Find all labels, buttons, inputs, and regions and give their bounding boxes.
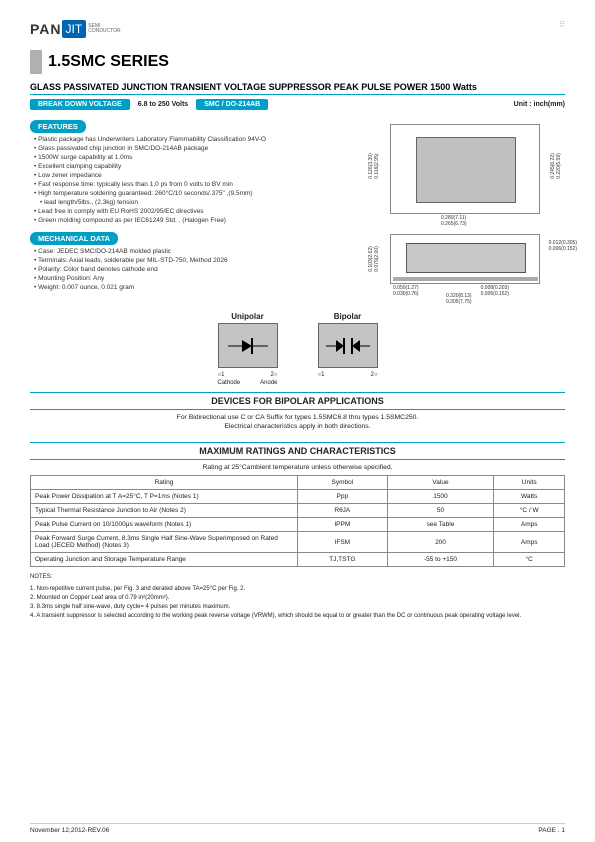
- diode-unipolar-icon: [228, 336, 268, 356]
- breakdown-label: BREAK DOWN VOLTAGE: [30, 99, 130, 110]
- table-cell: Peak Pulse Current on 10/1000μs waveform…: [31, 518, 298, 532]
- note-item: 1. Non-repetitive current pulse, per Fig…: [30, 585, 565, 594]
- breakdown-value: 6.8 to 250 Volts: [138, 101, 188, 108]
- logo-brand: PAN: [30, 21, 62, 37]
- mechanical-heading: MECHANICAL DATA: [30, 232, 118, 245]
- table-cell: IPPM: [298, 518, 388, 532]
- pin-1: ○1: [318, 372, 325, 378]
- dim-height: 0.103(2.62)0.079(2.00): [368, 246, 380, 272]
- ratings-sub: Rating at 25°Cambient temperature unless…: [30, 464, 565, 471]
- pin-1: ○1: [218, 372, 225, 378]
- table-cell: 200: [387, 532, 494, 553]
- mechanical-item: Polarity: Color band denotes cathode end: [34, 266, 355, 273]
- table-cell: Peak Power Dissipation at T A=25°C, T P=…: [31, 490, 298, 504]
- pin-2: 2○: [371, 372, 378, 378]
- table-cell: Peak Forward Surge Current, 8.3ms Single…: [31, 532, 298, 553]
- diode-bipolar-icon: [326, 336, 370, 356]
- dim-left: 0.126(3.30)0.116(2.95): [368, 153, 380, 179]
- table-row: Typical Thermal Resistance Junction to A…: [31, 504, 565, 518]
- table-cell: Ppp: [298, 490, 388, 504]
- subtitle: GLASS PASSIVATED JUNCTION TRANSIENT VOLT…: [30, 82, 565, 95]
- features-heading: FEATURES: [30, 120, 86, 133]
- col-value: Value: [387, 476, 494, 490]
- bipolar-text1: For Bidirectional use C or CA Suffix for…: [30, 414, 565, 421]
- col-symbol: Symbol: [298, 476, 388, 490]
- col-rating: Rating: [31, 476, 298, 490]
- mechanical-list: Case: JEDEC SMC/DO-214AB molded plastic …: [30, 248, 355, 291]
- feature-item: Low zener impedance: [34, 172, 355, 179]
- note-item: 4. A transient suppressor is selected ac…: [30, 612, 565, 621]
- note-item: 3. 8.3ms single half sine-wave, duty cyc…: [30, 603, 565, 612]
- mechanical-item: Terminals: Axial leads, solderable per M…: [34, 257, 355, 264]
- title-block-icon: [30, 50, 42, 74]
- package-label: SMC / DO-214AB: [196, 99, 268, 110]
- ratings-table: Rating Symbol Value Units Peak Power Dis…: [30, 475, 565, 567]
- bipolar-heading: DEVICES FOR BIPOLAR APPLICATIONS: [30, 392, 565, 410]
- note-item: 2. Mounted on Copper Leaf area of 0.79 i…: [30, 594, 565, 603]
- table-cell: RθJA: [298, 504, 388, 518]
- table-row: Peak Pulse Current on 10/1000μs waveform…: [31, 518, 565, 532]
- ratings-heading: MAXIMUM RATINGS AND CHARACTERISTICS: [30, 442, 565, 460]
- notes-label: NOTES:: [30, 573, 565, 582]
- package-top-view: 0.126(3.30)0.116(2.95) 0.245(6.22)0.220(…: [390, 124, 540, 214]
- tag-row: BREAK DOWN VOLTAGE 6.8 to 250 Volts SMC …: [30, 99, 565, 110]
- title-bar: 1.5SMC SERIES: [30, 50, 565, 74]
- table-row: Peak Forward Surge Current, 8.3ms Single…: [31, 532, 565, 553]
- dim-lead-off: 0.008(0.203)0.006(0.152): [481, 285, 509, 297]
- feature-item: Lead free in comply with EU RoHS 2002/95…: [34, 208, 355, 215]
- feature-item: Green molding compound as per IEC61249 S…: [34, 217, 355, 224]
- table-cell: IFSM: [298, 532, 388, 553]
- logo-subtitle: SEMI CONDUCTOR: [88, 24, 120, 35]
- feature-item: 1500W surge capability at 1.0ms: [34, 154, 355, 161]
- package-side-view: 0.103(2.62)0.079(2.00) 0.012(0.305)0.006…: [390, 234, 540, 284]
- dim-right: 0.245(6.22)0.220(5.59): [550, 153, 562, 179]
- table-cell: Watts: [494, 490, 565, 504]
- dim-bottom: 0.280(7.11)0.265(6.73): [441, 215, 467, 227]
- table-row: Operating Junction and Storage Temperatu…: [31, 553, 565, 567]
- mechanical-item: Mounting Position: Any: [34, 275, 355, 282]
- notes-section: NOTES: 1. Non-repetitive current pulse, …: [30, 573, 565, 621]
- mechanical-item: Case: JEDEC SMC/DO-214AB molded plastic: [34, 248, 355, 255]
- symbol-row: Unipolar ○1 2○ Cathode Anode Bipolar: [30, 312, 565, 386]
- bipolar-text2: Electrical characteristics apply in both…: [30, 423, 565, 430]
- table-cell: 50: [387, 504, 494, 518]
- table-cell: Amps: [494, 518, 565, 532]
- logo: PAN JIT SEMI CONDUCTOR: [30, 20, 565, 38]
- cathode-label: Cathode: [218, 380, 241, 386]
- bipolar-symbol: Bipolar ○1 2○: [318, 312, 378, 386]
- unit-label: Unit : inch(mm): [514, 101, 565, 108]
- dim-overall: 0.320(8.13)0.305(7.75): [446, 293, 472, 305]
- footer: November 12,2012-REV.06 PAGE . 1: [30, 823, 565, 834]
- feature-item: lead length/5lbs., (2.3kg) tension: [40, 199, 355, 206]
- table-cell: TJ,TSTG: [298, 553, 388, 567]
- table-cell: -55 to +150: [387, 553, 494, 567]
- mechanical-item: Weight: 0.007 ounce, 0.021 gram: [34, 284, 355, 291]
- features-list: Plastic package has Underwriters Laborat…: [30, 136, 355, 224]
- footer-date: November 12,2012-REV.06: [30, 827, 109, 834]
- unipolar-symbol: Unipolar ○1 2○ Cathode Anode: [218, 312, 278, 386]
- page-title: 1.5SMC SERIES: [48, 53, 169, 71]
- feature-item: Glass passivated chip junction in SMC/DO…: [34, 145, 355, 152]
- feature-item: Fast response time: typically less than …: [34, 181, 355, 188]
- footer-page: PAGE . 1: [538, 827, 565, 834]
- decorative-dots: ⠿: [559, 20, 565, 29]
- table-cell: see Table: [387, 518, 494, 532]
- table-cell: °C: [494, 553, 565, 567]
- feature-item: Plastic package has Underwriters Laborat…: [34, 136, 355, 143]
- table-cell: °C / W: [494, 504, 565, 518]
- feature-item: High temperature soldering guaranteed: 2…: [34, 190, 355, 197]
- table-cell: Operating Junction and Storage Temperatu…: [31, 553, 298, 567]
- dim-tip: 0.012(0.305)0.006(0.152): [549, 240, 577, 252]
- table-cell: Amps: [494, 532, 565, 553]
- table-cell: Typical Thermal Resistance Junction to A…: [31, 504, 298, 518]
- anode-label: Anode: [260, 380, 277, 386]
- table-cell: 1500: [387, 490, 494, 504]
- pin-2: 2○: [271, 372, 278, 378]
- feature-item: Excellent clamping capability: [34, 163, 355, 170]
- table-row: Peak Power Dissipation at T A=25°C, T P=…: [31, 490, 565, 504]
- dim-lead-w: 0.050(1.27)0.030(0.76): [393, 285, 419, 297]
- logo-accent: JIT: [62, 20, 87, 38]
- col-units: Units: [494, 476, 565, 490]
